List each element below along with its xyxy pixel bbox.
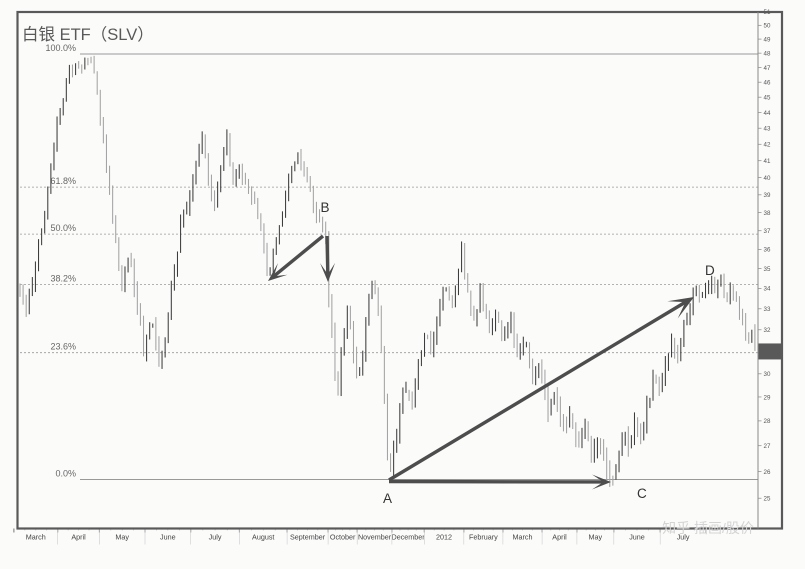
svg-text:35: 35 [764,266,771,273]
svg-text:46: 46 [764,80,771,87]
svg-text:33: 33 [764,306,771,313]
svg-text:41: 41 [764,158,771,165]
svg-text:40: 40 [764,175,771,182]
svg-text:38.2%: 38.2% [50,274,76,284]
svg-text:30: 30 [764,371,771,378]
svg-text:45: 45 [764,94,771,101]
svg-text:44: 44 [764,110,771,117]
svg-text:June: June [160,533,176,542]
svg-text:March: March [513,533,533,542]
svg-text:December: December [392,533,426,542]
svg-text:知乎 插画/股价: 知乎 插画/股价 [662,520,754,536]
svg-text:September: September [290,533,326,542]
svg-text:May: May [115,533,129,542]
svg-text:A: A [383,491,392,506]
svg-text:23.6%: 23.6% [50,342,76,352]
svg-text:36: 36 [764,247,771,254]
svg-text:28: 28 [764,418,771,425]
svg-text:37: 37 [764,228,771,235]
svg-text:B: B [320,200,329,215]
svg-text:July: July [209,533,222,542]
svg-text:39: 39 [764,192,771,199]
svg-text:25: 25 [764,496,771,503]
svg-text:32: 32 [764,327,771,334]
svg-text:March: March [26,533,46,542]
svg-text:43: 43 [764,126,771,133]
svg-text:38: 38 [764,210,771,217]
svg-text:November: November [358,533,392,542]
svg-text:100.0%: 100.0% [45,43,76,53]
svg-text:C: C [637,486,647,501]
svg-text:白银 ETF（SLV）: 白银 ETF（SLV） [22,25,154,44]
svg-text:48: 48 [764,50,771,57]
svg-text:50.0%: 50.0% [50,223,76,233]
svg-text:D: D [705,263,715,278]
svg-text:February: February [469,533,498,542]
svg-text:April: April [71,533,86,542]
svg-text:42: 42 [764,142,771,149]
svg-text:27: 27 [764,443,771,450]
svg-text:26: 26 [764,469,771,476]
svg-text:August: August [252,533,274,542]
svg-text:34: 34 [764,286,771,293]
svg-text:49: 49 [764,36,771,43]
svg-text:October: October [330,533,356,542]
svg-text:50: 50 [764,23,771,30]
svg-text:April: April [552,533,567,542]
svg-text:2012: 2012 [436,533,452,542]
svg-text:47: 47 [764,65,771,72]
svg-text:29: 29 [764,394,771,401]
svg-text:May: May [589,533,603,542]
svg-text:61.8%: 61.8% [50,176,76,186]
svg-text:June: June [629,533,645,542]
svg-text:0.0%: 0.0% [55,469,76,479]
